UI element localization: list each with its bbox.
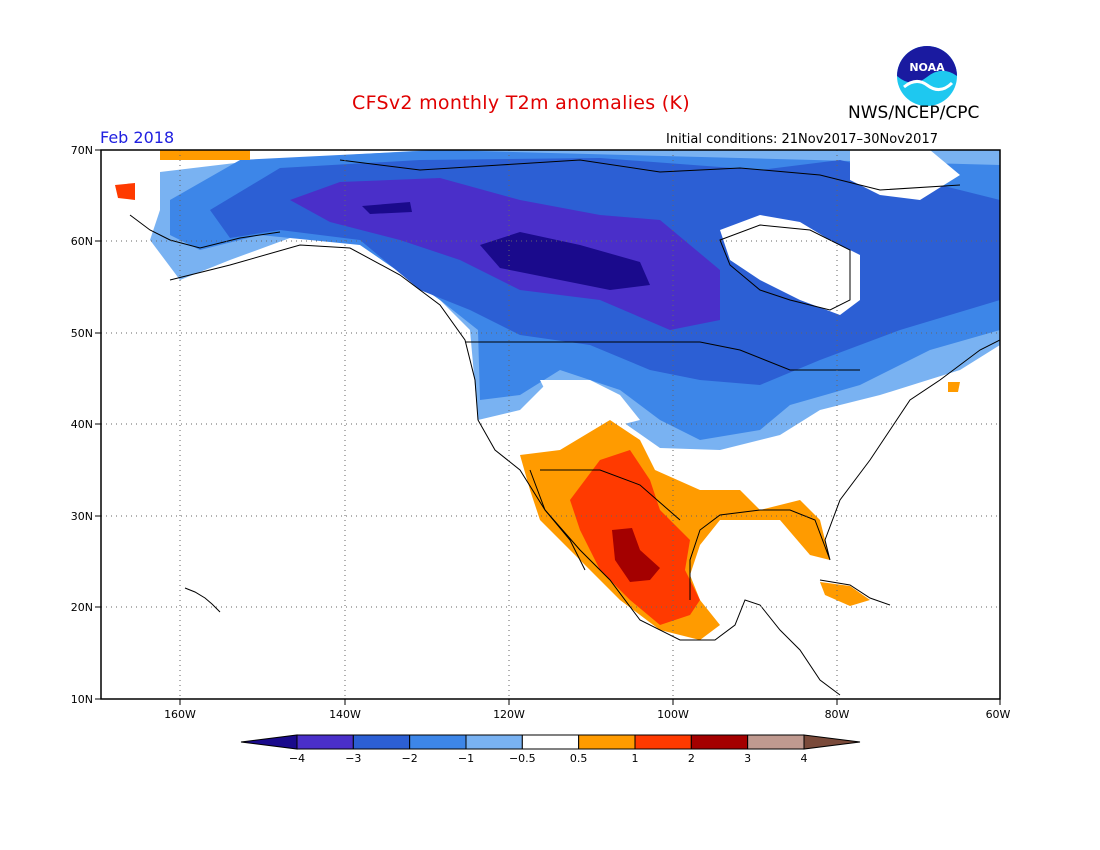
neutral-region-hudson [720, 215, 860, 315]
colorbar-tick-label: 1 [632, 752, 639, 765]
lon-label: 140W [329, 708, 361, 721]
colorbar-segment [634, 734, 692, 750]
logo-text: NOAA [909, 61, 945, 74]
anomaly-region-warm-nova-scotia [948, 382, 960, 392]
colorbar-segment [578, 734, 636, 750]
colorbar-tick-label: −3 [345, 752, 361, 765]
coastline-arctic [339, 159, 961, 191]
lon-label: 160W [164, 708, 196, 721]
lon-labels: 160W 140W 120W 100W 80W 60W [164, 708, 1010, 721]
anomaly-region-warmest [612, 528, 660, 582]
anomaly-region-coldest [480, 232, 650, 290]
axis-ticks [95, 149, 1001, 705]
colorbar-tick-label: −0.5 [509, 752, 536, 765]
colorbar: −4 −3 −2 −1 −0.5 0.5 1 2 3 4 [240, 734, 861, 765]
coastline-gulf [689, 339, 1000, 600]
colorbar-tick-label: −4 [289, 752, 305, 765]
lat-label: 60N [71, 235, 93, 248]
colorbar-tick-label: 3 [744, 752, 751, 765]
initial-conditions: Initial conditions: 21Nov2017–30Nov2017 [666, 132, 938, 147]
lon-label: 100W [657, 708, 689, 721]
lon-label: 120W [493, 708, 525, 721]
map-title: CFSv2 monthly T2m anomalies (K) [352, 92, 690, 114]
anomaly-fields [115, 150, 1000, 640]
colorbar-tick-label: 2 [688, 752, 695, 765]
colorbar-segment [409, 734, 467, 750]
anomaly-region-warm-bering [115, 183, 135, 200]
coastline-alaska [129, 214, 281, 249]
agency-label: NWS/NCEP/CPC [848, 103, 980, 123]
colorbar-segment [296, 734, 354, 750]
lon-label: 60W [986, 708, 1011, 721]
colorbar-segment [465, 734, 523, 750]
colorbar-tick-label: −1 [458, 752, 474, 765]
anomaly-region-coldest-2 [362, 202, 412, 214]
border-us-mexico [540, 469, 681, 521]
coastlines [129, 159, 1000, 696]
coastline-baja [529, 469, 586, 571]
lat-label: 50N [71, 327, 93, 340]
border-us-canada [465, 341, 860, 371]
lon-label: 80W [825, 708, 850, 721]
neutral-region-us [540, 380, 640, 430]
neutral-region-arctic [850, 150, 960, 200]
coastline-cuba [819, 579, 891, 606]
colorbar-segment [521, 734, 580, 750]
noaa-logo: NOAA [894, 43, 960, 113]
lat-labels: 70N 60N 50N 40N 30N 20N 10N [71, 144, 93, 706]
colorbar-tick-label: 4 [801, 752, 808, 765]
colorbar-segment [803, 734, 861, 750]
coastline-hudson-bay [719, 224, 851, 311]
anomaly-region-warm-alaska [160, 150, 250, 160]
anomaly-region-warm-caribbean [820, 582, 870, 606]
lat-label: 40N [71, 418, 93, 431]
lat-label: 20N [71, 601, 93, 614]
colorbar-tick-label: 0.5 [570, 752, 588, 765]
colorbar-segment [690, 734, 749, 750]
lat-label: 70N [71, 144, 93, 157]
lat-label: 10N [71, 693, 93, 706]
lat-label: 30N [71, 510, 93, 523]
forecast-month: Feb 2018 [100, 128, 175, 147]
colorbar-segment [240, 734, 298, 750]
coastline-hawaii [184, 587, 221, 613]
colorbar-tick-label: −2 [402, 752, 418, 765]
coastline-north-america [169, 244, 841, 696]
colorbar-segment [747, 734, 805, 750]
colorbar-segment [352, 734, 411, 750]
